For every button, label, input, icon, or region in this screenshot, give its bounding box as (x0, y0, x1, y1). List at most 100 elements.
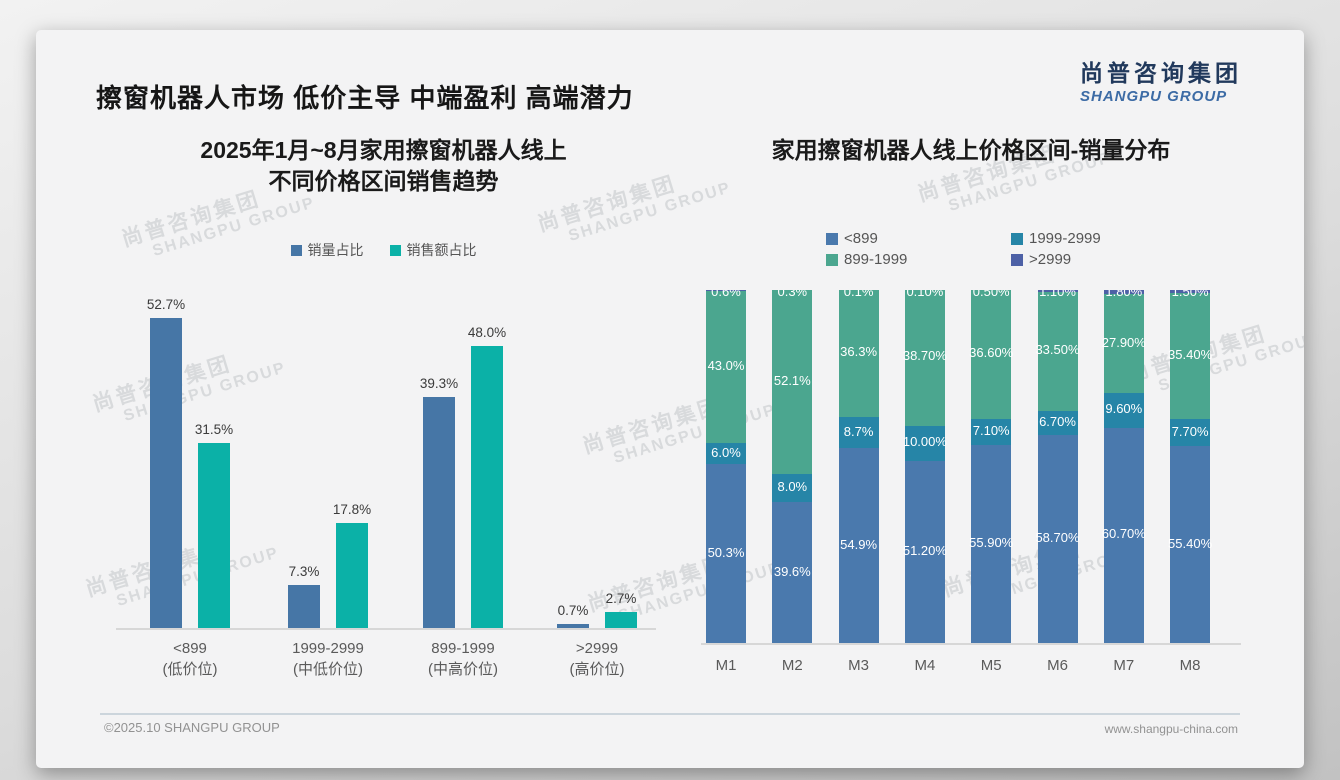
segment-1999-2999 (772, 474, 813, 503)
segment-899-1999 (838, 290, 879, 418)
legend-item-1999-2999: 1999-2999 (1011, 230, 1136, 247)
slide-title: 擦窗机器人市场 低价主导 中端盈利 高端潜力 (96, 83, 634, 113)
segment-<899 (904, 461, 945, 643)
segment-899-1999 (1170, 293, 1211, 419)
legend-label: <899 (844, 230, 878, 247)
segment-value-label: 39.6% (773, 563, 811, 579)
right-chart-title: 家用擦窗机器人线上价格区间-销量分布 (771, 137, 1171, 163)
segment-value-label: 55.40% (1168, 535, 1213, 551)
bar-销量占比: 52.7% (147, 297, 185, 628)
segment-value-label: 55.90% (969, 534, 1014, 550)
segment-<899 (971, 444, 1012, 643)
segment-value-label: 7.70% (1171, 423, 1209, 439)
segment-899-1999 (904, 290, 945, 426)
segment-value-label: 60.70% (1101, 526, 1146, 542)
segment-1999-2999 (1037, 410, 1078, 435)
stacked-bar-M2: 39.6% 8.0% 52.1% 0.3% (772, 290, 813, 643)
left-chart-title: 2025年1月~8月家用擦窗机器人线上 不同价格区间销售趋势 (91, 135, 676, 197)
segment-value-label: 51.20% (902, 543, 947, 559)
x-axis-month-label: M6 (1047, 657, 1068, 674)
legend-item-销量占比: 销量占比 (290, 240, 364, 260)
category-range: 899-1999 (431, 640, 495, 657)
legend-swatch-icon (826, 232, 838, 245)
footer-divider (100, 713, 1240, 715)
bar-销售额占比: 31.5% (195, 422, 233, 628)
segment-1999-2999 (904, 425, 945, 462)
x-axis-category-label: 1999-2999 (中低价位) (253, 638, 403, 680)
segment-899-1999 (772, 290, 813, 475)
segment->2999 (706, 290, 746, 291)
stacked-bar-M4: 51.20% 10.00% 38.70% 0.10% (902, 290, 947, 643)
segment-899-1999 (971, 290, 1012, 420)
category-range: <899 (173, 640, 207, 657)
bar-group: 7.3% 17.8% (282, 502, 374, 628)
segment-value-label: 43.0% (707, 357, 745, 373)
segment-value-label: 36.3% (840, 343, 878, 359)
segment-<899 (772, 502, 813, 643)
stacked-bar-M5: 55.90% 7.10% 36.60% 0.50% (969, 290, 1014, 643)
bar-value-label: 17.8% (332, 502, 372, 518)
legend-label: 销量占比 (307, 242, 364, 258)
bar-group: 0.7% 2.7% (551, 591, 643, 628)
left-chart-title-line1: 2025年1月~8月家用擦窗机器人线上 (200, 137, 567, 163)
company-logo: 尚普咨询集团 SHANGPU GROUP (1080, 54, 1242, 105)
segment-value-label: 0.50% (972, 290, 1010, 299)
stacked-bar-M8: 55.40% 7.70% 35.40% 1.50% (1168, 290, 1213, 643)
legend-label: >2999 (1029, 251, 1072, 268)
x-axis-category-label: <899 (低价位) (115, 638, 265, 680)
bar-value-label: 39.3% (419, 375, 459, 391)
bar-销量占比: 7.3% (288, 564, 320, 628)
segment-value-label: 0.6% (711, 290, 741, 299)
segment-value-label: 9.60% (1105, 401, 1143, 417)
legend-item-899-1999: 899-1999 (826, 251, 951, 268)
segment-value-label: 0.3% (777, 290, 808, 299)
category-tier: (低价位) (162, 661, 218, 678)
left-grouped-bar-chart: 2025年1月~8月家用擦窗机器人线上 不同价格区间销售趋势 销量占比 销售额占比… (91, 135, 676, 735)
segment-1999-2999 (971, 419, 1012, 445)
x-axis-month-label: M3 (848, 657, 870, 674)
bar-销量占比: 39.3% (420, 376, 458, 628)
segment-<899 (838, 448, 879, 643)
segment-value-label: 27.90% (1101, 334, 1146, 350)
legend-item-<899: <899 (826, 230, 951, 247)
x-axis-month-label: M5 (980, 657, 1002, 674)
stacked-bar-M1: 50.3% 6.0% 43.0% 0.6% (706, 290, 746, 643)
x-axis-month-label: M4 (914, 657, 936, 674)
legend-item->2999: >2999 (1011, 251, 1136, 268)
segment-value-label: 33.50% (1035, 342, 1080, 358)
logo-cn-text: 尚普咨询集团 (1080, 60, 1242, 86)
stacked-bar-M7: 60.70% 9.60% 27.90% 1.80% (1101, 290, 1146, 643)
segment-899-1999 (706, 290, 746, 444)
segment-value-label: 6.0% (711, 444, 741, 460)
segment-value-label: 54.9% (840, 536, 878, 552)
right-stacked-bar-chart: 家用擦窗机器人线上价格区间-销量分布 <899 1999-2999 899-1999… (676, 135, 1266, 735)
segment-1999-2999 (706, 443, 746, 465)
bar-value-label: 7.3% (288, 564, 320, 580)
x-axis-month-label: M7 (1113, 657, 1135, 674)
segment-value-label: 36.60% (969, 345, 1014, 361)
segment-1999-2999 (1170, 419, 1211, 447)
category-tier: (高价位) (569, 661, 625, 678)
segment-899-1999 (1037, 291, 1078, 411)
right-chart-legend: <899 1999-2999 899-1999 >2999 (826, 230, 1136, 268)
x-axis-category-label: >2999 (高价位) (522, 638, 672, 680)
legend-swatch-icon (290, 244, 302, 256)
segment-value-label: 58.70% (1035, 529, 1080, 545)
segment-value-label: 52.1% (773, 372, 811, 388)
bar-销售额占比: 48.0% (468, 325, 506, 628)
category-range: >2999 (575, 640, 619, 657)
segment-<899 (1170, 446, 1211, 643)
segment->2999 (1170, 290, 1211, 294)
legend-label: 899-1999 (844, 251, 908, 268)
logo-en-text: SHANGPU GROUP (1080, 88, 1228, 105)
bar-销售额占比: 2.7% (605, 591, 637, 628)
category-tier: (中高价位) (428, 661, 498, 678)
bar-value-label: 2.7% (605, 591, 637, 607)
bar-group: 39.3% 48.0% (417, 325, 509, 628)
x-axis-month-label: M2 (781, 657, 803, 674)
bar-value-label: 31.5% (194, 421, 234, 437)
category-range: 1999-2999 (292, 640, 364, 657)
segment-value-label: 1.50% (1171, 290, 1209, 299)
slide-card: 尚普咨询集团 SHANGPU GROUP 尚普咨询集团 SHANGPU GROUP 尚普… (36, 30, 1304, 768)
stacked-bar-M3: 54.9% 8.7% 36.3% 0.1% (838, 290, 879, 643)
